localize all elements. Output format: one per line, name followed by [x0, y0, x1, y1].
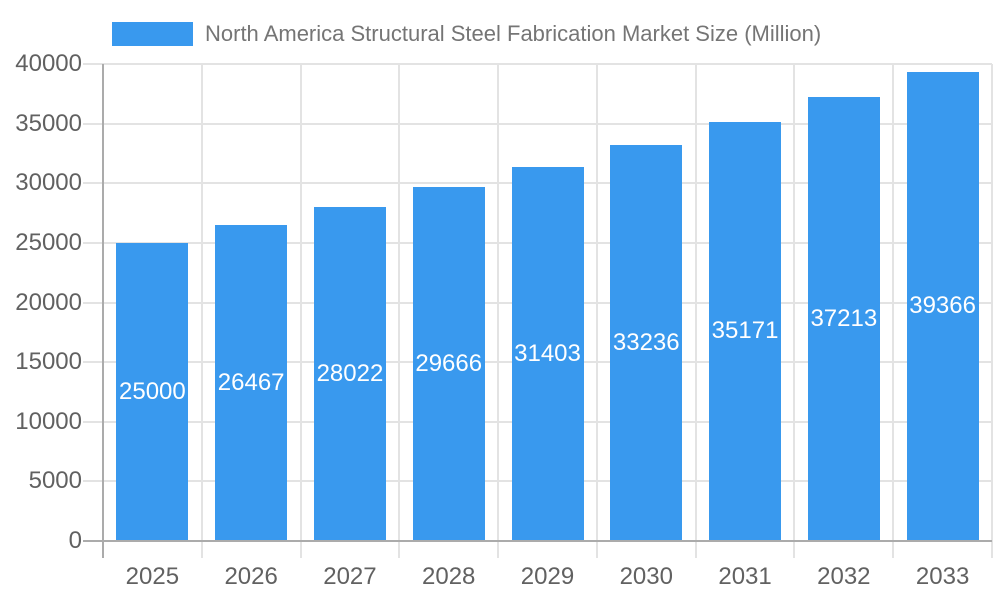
gridline-x-boundary-7 — [793, 64, 796, 558]
legend-label[interactable]: North America Structural Steel Fabricati… — [205, 21, 822, 46]
y-axis-line — [102, 64, 104, 558]
y-axis-label-10000: 10000 — [15, 407, 82, 435]
bar-2028[interactable] — [412, 187, 485, 541]
legend-swatch[interactable] — [112, 22, 193, 46]
gridline-x-boundary-4 — [497, 64, 500, 558]
x-axis-label-2027: 2027 — [323, 563, 377, 590]
x-axis-line — [83, 540, 992, 542]
gridline-y-35000 — [83, 122, 992, 125]
bar-value-2031: 35171 — [711, 317, 779, 345]
x-axis-label-2030: 2030 — [619, 563, 673, 590]
x-axis-label-2026: 2026 — [224, 563, 278, 590]
x-axis-label-2029: 2029 — [520, 563, 575, 590]
x-axis-label-2025: 2025 — [125, 563, 180, 590]
y-axis-label-20000: 20000 — [15, 288, 82, 316]
bar-2029[interactable] — [511, 166, 584, 541]
y-axis-label-5000: 5000 — [28, 467, 82, 495]
bar-2031[interactable] — [709, 121, 782, 541]
gridline-x-boundary-8 — [892, 64, 895, 558]
bar-2030[interactable] — [610, 144, 683, 541]
gridline-x-boundary-5 — [595, 64, 598, 558]
gridline-x-boundary-2 — [299, 64, 302, 558]
x-axis-label-2033: 2033 — [915, 563, 970, 590]
bar-value-2025: 25000 — [119, 377, 186, 405]
bar-2025[interactable] — [116, 242, 189, 541]
bar-2026[interactable] — [215, 225, 288, 541]
chart-legend[interactable]: North America Structural Steel Fabricati… — [112, 21, 821, 47]
x-axis-label-2028: 2028 — [422, 563, 476, 590]
gridline-x-boundary-9 — [991, 64, 993, 558]
y-axis-label-35000: 35000 — [15, 109, 82, 137]
bar-value-2027: 28022 — [316, 359, 384, 387]
y-axis-label-40000: 40000 — [15, 50, 82, 77]
bar-value-2026: 26467 — [217, 369, 285, 397]
bar-value-2030: 33236 — [612, 328, 680, 356]
gridline-y-40000 — [83, 63, 992, 65]
gridline-x-boundary-3 — [398, 64, 401, 558]
bar-2033[interactable] — [906, 71, 979, 541]
x-axis-label-2032: 2032 — [817, 563, 871, 590]
bar-value-2033: 39366 — [909, 292, 976, 320]
y-axis-label-25000: 25000 — [15, 228, 82, 256]
gridline-x-boundary-1 — [200, 64, 203, 558]
bar-value-2029: 31403 — [514, 339, 581, 367]
y-axis-label-0: 0 — [68, 527, 82, 554]
bar-2032[interactable] — [807, 97, 880, 541]
bar-value-2028: 29666 — [415, 350, 483, 378]
bar-2027[interactable] — [313, 206, 386, 541]
x-axis-label-2031: 2031 — [718, 563, 772, 590]
y-axis-label-15000: 15000 — [15, 348, 82, 376]
y-axis-label-30000: 30000 — [15, 169, 82, 197]
gridline-x-boundary-6 — [694, 64, 697, 558]
bar-value-2032: 37213 — [810, 305, 878, 333]
